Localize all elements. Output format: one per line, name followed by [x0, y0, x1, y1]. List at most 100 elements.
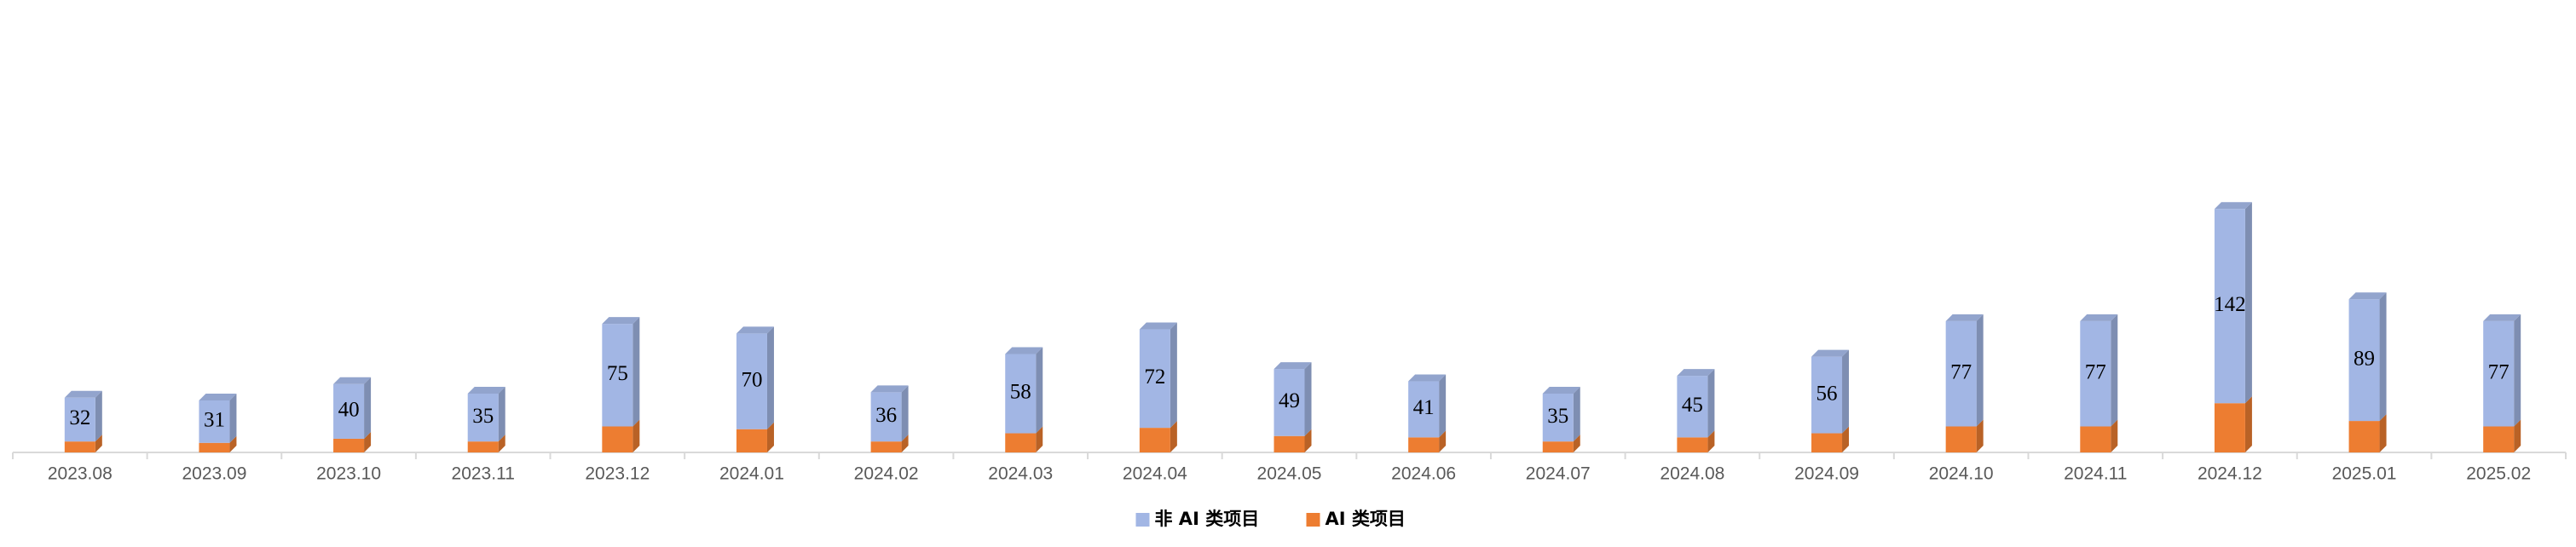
value-label: 45 — [1682, 394, 1703, 417]
bar — [1005, 354, 1037, 434]
bar-side — [2244, 202, 2252, 404]
bar-side — [229, 435, 237, 452]
bar — [333, 438, 365, 452]
bar — [1139, 329, 1170, 429]
x-tick-label: 2024.04 — [1123, 464, 1187, 484]
x-tick-label: 2025.01 — [2332, 464, 2397, 484]
bar-top — [1677, 369, 1715, 377]
value-label: 72 — [1144, 366, 1165, 389]
bar — [1139, 428, 1170, 452]
x-tick-label: 2025.02 — [2466, 464, 2531, 484]
bar-top — [2214, 202, 2252, 210]
bar-top — [1274, 362, 1312, 370]
bar — [2080, 320, 2111, 427]
x-tick-label: 2024.05 — [1257, 464, 1322, 484]
bar — [602, 324, 633, 427]
bar-top — [602, 317, 640, 325]
legend-swatch — [1306, 513, 1320, 527]
bar-side — [1170, 421, 1177, 452]
bar-side — [901, 385, 909, 442]
value-label: 142 — [2214, 293, 2246, 316]
value-label: 77 — [2488, 360, 2510, 383]
bar — [1677, 437, 1708, 452]
bar — [467, 393, 499, 442]
bar — [736, 429, 767, 452]
bar — [2214, 403, 2245, 452]
x-tick-label: 2023.08 — [48, 464, 113, 484]
bar-side — [95, 390, 102, 442]
bar — [736, 333, 767, 429]
bar — [870, 392, 902, 442]
bar-side — [95, 435, 102, 452]
bar-top — [1542, 386, 1580, 394]
value-label: 58 — [1010, 381, 1031, 404]
x-tick-label: 2023.09 — [182, 464, 246, 484]
bar-side — [2244, 396, 2252, 452]
bar — [1811, 356, 1843, 434]
legend-label: AI 类项目 — [1326, 509, 1406, 529]
bar-side — [1573, 386, 1580, 442]
bar — [1542, 441, 1574, 452]
bar-top — [2348, 292, 2387, 300]
bar-side — [1439, 374, 1447, 438]
bar-side — [766, 326, 774, 429]
bar — [1945, 320, 1977, 427]
legend-swatch — [1135, 513, 1150, 527]
bar — [1274, 369, 1305, 436]
bar — [1408, 381, 1440, 438]
bar-side — [766, 422, 774, 452]
x-tick-label: 2024.08 — [1660, 464, 1724, 484]
bar — [2483, 426, 2515, 452]
value-label: 32 — [69, 406, 90, 429]
value-label: 56 — [1816, 382, 1838, 405]
bar — [333, 383, 365, 439]
bar-top — [736, 326, 774, 334]
bar-side — [2111, 419, 2118, 452]
bar-side — [229, 394, 237, 443]
x-tick-label: 2023.10 — [316, 464, 381, 484]
bar-side — [2514, 314, 2521, 427]
x-tick-label: 2024.03 — [988, 464, 1053, 484]
bar-side — [1304, 362, 1312, 436]
x-tick-label: 2024.10 — [1929, 464, 1994, 484]
value-label: 77 — [1950, 360, 1972, 383]
bar — [1677, 376, 1708, 438]
bar-top — [1005, 347, 1043, 354]
value-label: 36 — [875, 404, 897, 427]
bar-top — [870, 385, 909, 393]
bar — [64, 397, 95, 442]
bar-side — [1976, 419, 1984, 452]
x-tick-label: 2024.02 — [854, 464, 919, 484]
x-tick-label: 2023.11 — [452, 464, 515, 484]
value-label: 35 — [1547, 405, 1568, 428]
bar-top — [333, 377, 372, 384]
bar-side — [1036, 347, 1043, 434]
bar-side — [1170, 322, 1177, 429]
bar — [1542, 393, 1574, 442]
bar-side — [1439, 430, 1447, 452]
bar-top — [467, 386, 505, 394]
bar-side — [1304, 429, 1312, 452]
value-label: 41 — [1413, 396, 1435, 419]
bar — [1945, 426, 1977, 452]
bar-top — [64, 390, 102, 398]
bar — [199, 400, 230, 443]
bar — [199, 442, 230, 452]
value-label: 35 — [472, 405, 494, 428]
value-label: 89 — [2354, 347, 2375, 370]
bar — [1005, 433, 1037, 452]
bar — [1274, 435, 1305, 452]
bar — [64, 441, 95, 452]
bar-side — [901, 435, 909, 452]
bar-side — [1707, 430, 1715, 452]
bar-side — [498, 435, 505, 452]
bar-side — [1036, 426, 1043, 452]
bar-top — [199, 394, 237, 401]
bar-side — [632, 317, 640, 427]
bar-top — [1945, 314, 1984, 321]
bar-side — [1573, 435, 1580, 452]
bar-side — [2379, 414, 2387, 452]
bar-side — [632, 419, 640, 452]
bar — [2483, 320, 2515, 427]
